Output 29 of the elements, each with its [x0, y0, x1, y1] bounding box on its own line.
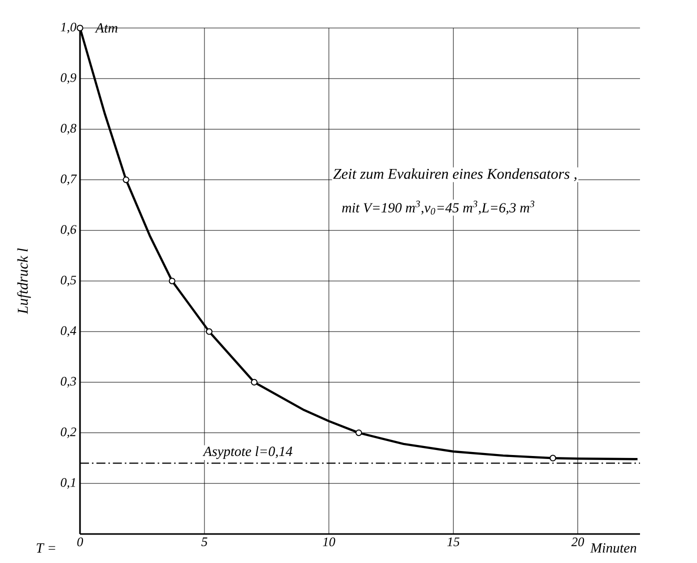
x-tick-label: 5 — [201, 538, 208, 546]
point — [250, 378, 258, 386]
x-tick-label: 0 — [77, 538, 84, 546]
y-tick-label: 0,2 — [60, 428, 76, 438]
y-tick-label: 0,3 — [60, 376, 76, 388]
text: mit V=190 m$^{3}$,v$_{0}$=45 m$^{3}$,L=6,3 m$^{3}$ — [342, 200, 534, 215]
y-tick-label: 0,4 — [60, 326, 76, 337]
x-tick-label: 15 — [447, 538, 460, 546]
y-tick-label: 0,7 — [60, 174, 77, 186]
point — [206, 328, 212, 335]
ref-line-label: Asyptote l=0,14 — [202, 446, 292, 459]
y-tick-label: 0,5 — [60, 276, 76, 286]
text: T = — [36, 543, 56, 553]
text: Zeit zum Evakuiren eines Kondensators , — [333, 168, 576, 182]
point — [355, 430, 362, 436]
point — [168, 278, 176, 284]
y-tick-label: 0,8 — [60, 124, 76, 135]
y-tick-label: 0,1 — [60, 478, 76, 489]
y-axis-title: Luftdruck l — [17, 248, 31, 314]
y-tick-label: 1,0 — [60, 22, 76, 34]
y-tick-label: 0,6 — [60, 225, 76, 236]
x-axis-title: Minuten — [590, 543, 636, 553]
point — [550, 454, 556, 462]
annotation: Atm — [94, 23, 118, 33]
point — [122, 176, 130, 184]
x-tick-label: 10 — [322, 538, 336, 546]
point — [76, 24, 84, 32]
x-tick-label: 20 — [571, 538, 584, 546]
y-tick-label: 0,9 — [60, 73, 76, 84]
